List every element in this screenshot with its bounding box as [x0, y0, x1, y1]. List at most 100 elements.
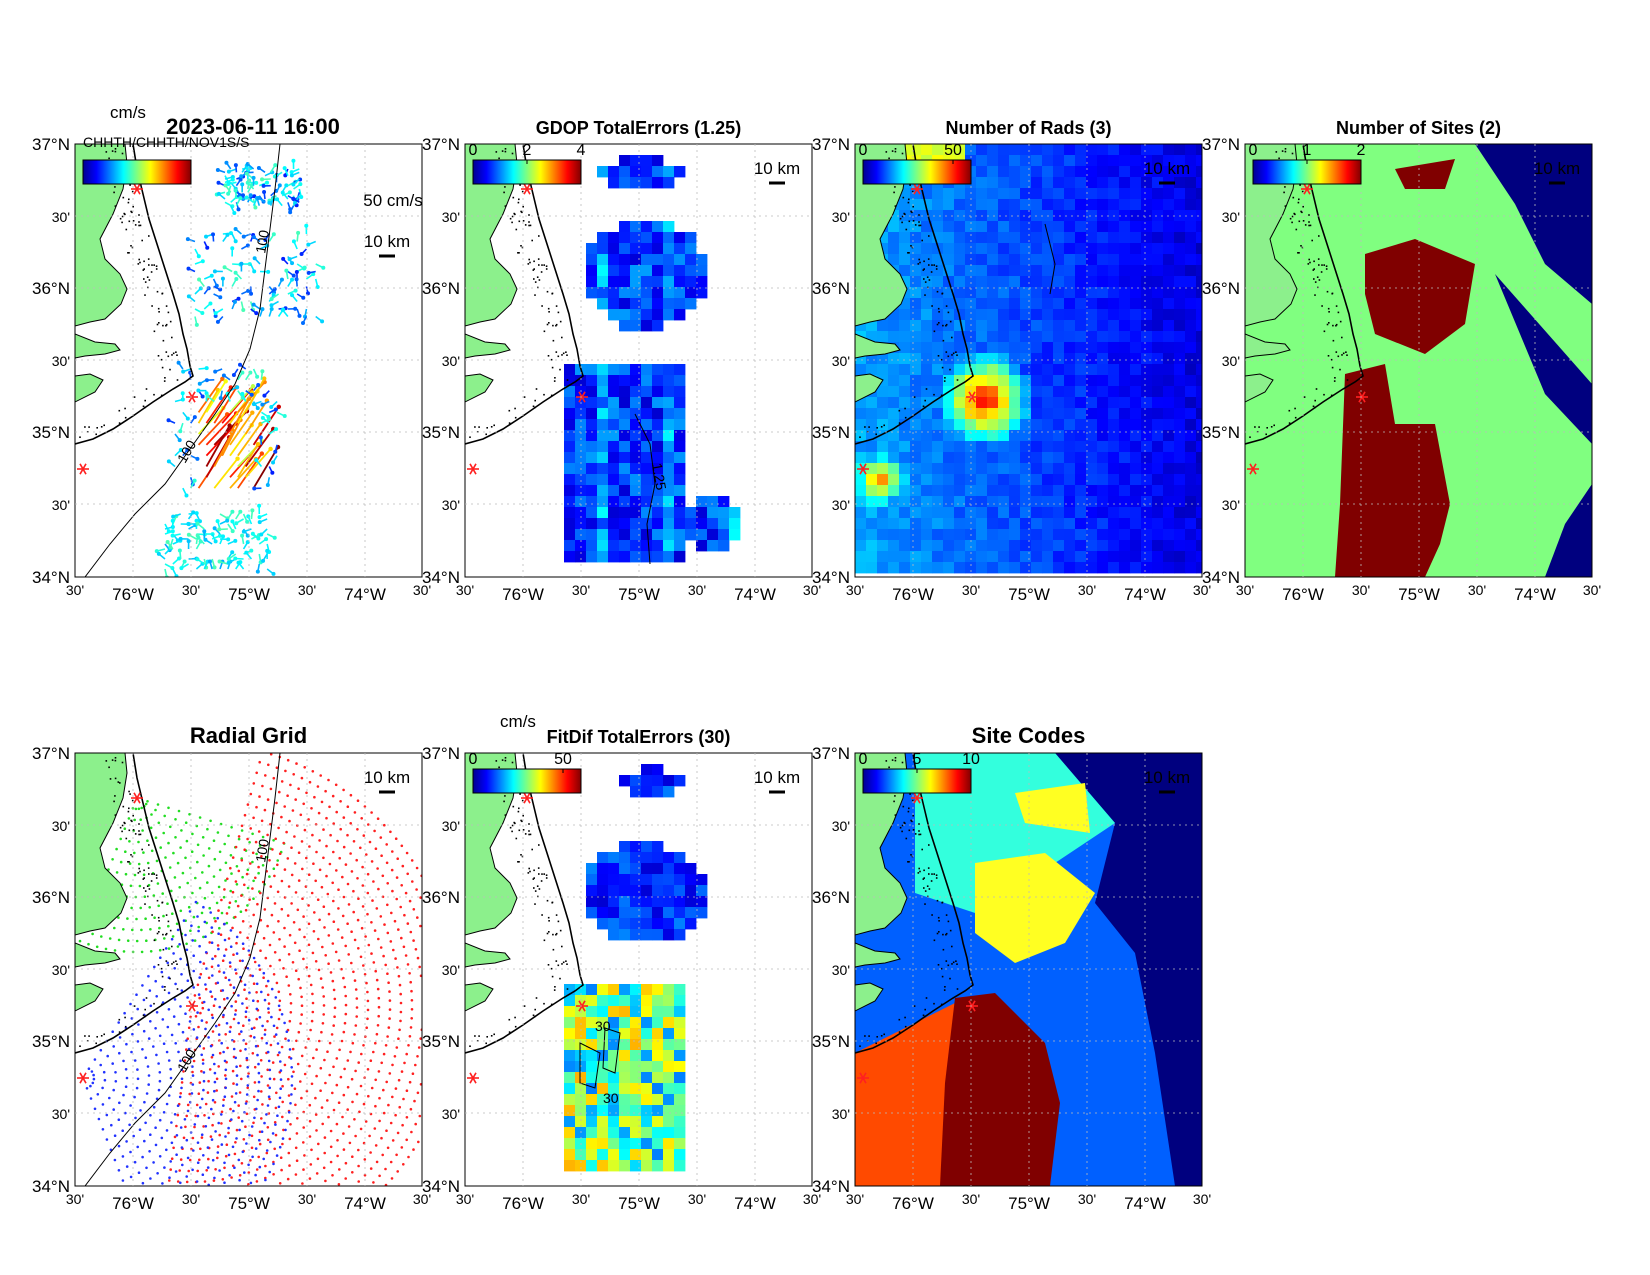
site-marker-icon [131, 183, 143, 195]
lat-tick-label: 30' [52, 209, 70, 225]
lat-tick-label: 37°N [422, 744, 460, 763]
site-marker-icon [911, 183, 923, 195]
colorbar-tick-label: 2 [523, 142, 532, 159]
lat-tick-label: 36°N [422, 279, 460, 298]
lat-tick-label: 36°N [1202, 279, 1240, 298]
colorbar-tick-label: 5 [913, 751, 922, 768]
lat-tick-label: 30' [832, 209, 850, 225]
colorbar-tick-label: 0 [859, 751, 868, 768]
map-area [1245, 144, 1592, 577]
site-marker-icon [521, 792, 533, 804]
lon-tick-label: 74°W [1124, 1194, 1166, 1213]
panel-title: FitDif TotalErrors (30) [547, 727, 731, 747]
scale-bar-label: 10 km [1534, 159, 1580, 178]
lon-tick-label: 74°W [1124, 585, 1166, 604]
colorbar-tick-label: 0 [1249, 142, 1258, 159]
lat-tick-label: 30' [442, 353, 460, 369]
colorbar: 0 2 4 [469, 142, 586, 185]
lat-tick-label: 30' [52, 497, 70, 513]
colorbar-units-label: cm/s [500, 712, 536, 731]
site-marker-icon [521, 183, 533, 195]
scale-bar-label: 10 km [364, 768, 410, 787]
site-marker-icon [1301, 183, 1313, 195]
scale-bar: 10 km [754, 768, 800, 794]
lon-tick-label: 75°W [228, 585, 270, 604]
lat-tick-label: 34°N [422, 1177, 460, 1196]
lat-tick-label: 30' [832, 353, 850, 369]
site-marker-icon [1247, 463, 1259, 475]
lat-tick-label: 37°N [32, 744, 70, 763]
lat-tick-label: 30' [832, 497, 850, 513]
scale-bar-label: 10 km [1144, 159, 1190, 178]
colorbar [82, 159, 192, 185]
scale-bar: 10 km [364, 768, 410, 794]
lon-tick-label: 30' [1236, 582, 1254, 598]
map-area: 30 30 [465, 753, 812, 1186]
map-area: 1.25 [465, 144, 812, 577]
lat-tick-label: 35°N [422, 1032, 460, 1051]
lon-tick-label: 74°W [344, 1194, 386, 1213]
lat-tick-label: 30' [832, 818, 850, 834]
contour-label: 1.25 [649, 462, 670, 492]
map-area [855, 753, 1202, 1186]
lon-tick-label: 75°W [1398, 585, 1440, 604]
colorbar-tick-label: 4 [577, 142, 586, 159]
map-panel-p7: 30' 76°W 30' 75°W 30' 74°W 30' 37°N 30' 36°N 30' 35… [812, 723, 1211, 1213]
site-marker-icon [77, 463, 89, 475]
site-marker-icon [186, 1000, 198, 1012]
scale-bar-label: 10 km [754, 768, 800, 787]
lon-tick-label: 30' [182, 1191, 200, 1207]
lat-tick-label: 37°N [422, 135, 460, 154]
lat-tick-label: 30' [1222, 497, 1240, 513]
lat-tick-label: 37°N [1202, 135, 1240, 154]
vector-scale-label: 50 cm/s [363, 191, 423, 210]
lon-tick-label: 74°W [734, 1194, 776, 1213]
lon-tick-label: 30' [456, 1191, 474, 1207]
lon-tick-label: 30' [962, 582, 980, 598]
lon-tick-label: 76°W [892, 1194, 934, 1213]
scale-bar: 10 km [1144, 768, 1190, 794]
scale-bar-label: 10 km [1144, 768, 1190, 787]
lat-tick-label: 34°N [422, 568, 460, 587]
scale-bar: 10 km [1144, 159, 1190, 185]
lat-tick-label: 34°N [1202, 568, 1240, 587]
lon-tick-label: 76°W [892, 585, 934, 604]
lon-tick-label: 30' [66, 1191, 84, 1207]
lon-tick-label: 76°W [112, 1194, 154, 1213]
colorbar-units-label: cm/s [110, 103, 146, 122]
scale-bar: 10 km [364, 232, 410, 258]
lon-tick-label: 75°W [618, 585, 660, 604]
lat-tick-label: 30' [442, 1106, 460, 1122]
lat-tick-label: 30' [1222, 353, 1240, 369]
colorbar-tick-label: 0 [469, 142, 478, 159]
lon-tick-label: 30' [803, 1191, 821, 1207]
site-marker-icon [576, 391, 588, 403]
site-marker-icon [1356, 391, 1368, 403]
scale-bar-label: 10 km [364, 232, 410, 251]
overprint-text: CHHTH/CHHTH/NOV1S/S [83, 134, 249, 150]
lon-tick-label: 30' [298, 1191, 316, 1207]
panel-title: Radial Grid [190, 723, 307, 748]
lon-tick-label: 30' [1352, 582, 1370, 598]
lon-tick-label: 30' [1468, 582, 1486, 598]
lon-tick-label: 74°W [344, 585, 386, 604]
lon-tick-label: 30' [1078, 1191, 1096, 1207]
lat-tick-label: 35°N [32, 423, 70, 442]
lat-tick-label: 34°N [32, 568, 70, 587]
lat-tick-label: 35°N [32, 1032, 70, 1051]
lon-tick-label: 30' [298, 582, 316, 598]
lat-tick-label: 34°N [32, 1177, 70, 1196]
lon-tick-label: 30' [413, 582, 431, 598]
site-marker-icon [186, 391, 198, 403]
colorbar: 0 50 [859, 142, 972, 185]
lat-tick-label: 30' [442, 818, 460, 834]
colorbar-tick-label: 0 [469, 751, 478, 768]
lon-tick-label: 30' [1583, 582, 1601, 598]
lon-tick-label: 30' [803, 582, 821, 598]
map-panel-p2: 1.25 30' 76°W 30' 75°W 30' 74°W 30' 37°N 30' 36°N 3… [422, 118, 821, 604]
site-marker-icon [467, 1072, 479, 1084]
panel-title: GDOP TotalErrors (1.25) [536, 118, 741, 138]
lat-tick-label: 30' [52, 353, 70, 369]
